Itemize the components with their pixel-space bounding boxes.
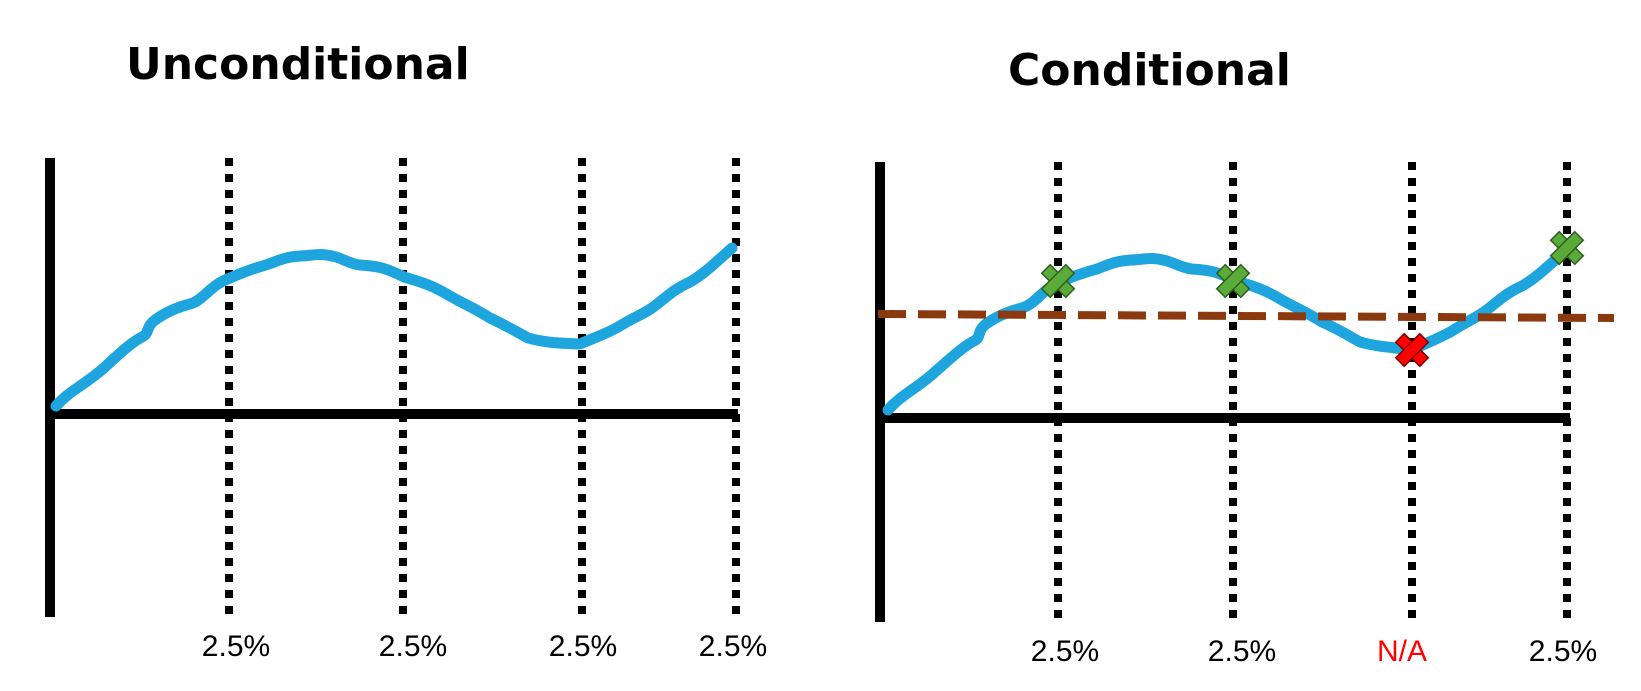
pass-marker-icon: [1549, 230, 1585, 266]
value-curve: [50, 242, 738, 412]
value-curve: [882, 246, 1570, 416]
guide-label: 2.5%: [1031, 635, 1099, 668]
threshold-line: [877, 310, 1615, 322]
guide-label: 2.5%: [1529, 635, 1597, 668]
guide-label: 2.5%: [699, 630, 767, 663]
fail-marker-icon: [1394, 332, 1430, 368]
panel-title-unconditional: Unconditional: [126, 39, 470, 90]
guide-label: 2.5%: [379, 630, 447, 663]
panel-unconditional: Unconditional 2.5% 2.5% 2.5% 2.5%: [45, 39, 767, 663]
pass-marker-icon: [1040, 263, 1076, 299]
guide-label: 2.5%: [202, 630, 270, 663]
pass-marker-icon: [1215, 263, 1251, 299]
guide-label-na: N/A: [1377, 635, 1427, 668]
panel-title-conditional: Conditional: [1008, 45, 1291, 96]
guide-label: 2.5%: [549, 630, 617, 663]
panel-conditional: Conditional: [875, 45, 1615, 668]
guide-label: 2.5%: [1208, 635, 1276, 668]
